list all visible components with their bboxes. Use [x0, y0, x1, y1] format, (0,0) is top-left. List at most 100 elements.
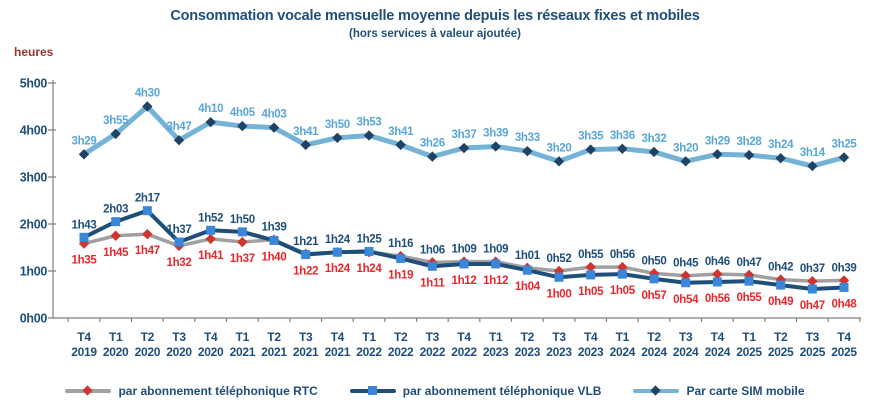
data-label-sim: 3h29 — [705, 135, 730, 147]
marker-square-vlb — [332, 247, 342, 257]
data-label-rtc: 1h24 — [325, 263, 351, 275]
legend-sample-rtc — [65, 385, 112, 396]
x-label-quarter: T4 — [204, 330, 218, 344]
data-label-rtc: 1h12 — [483, 275, 508, 287]
x-label-year: 2024 — [610, 345, 636, 359]
marker-diamond-sim — [173, 134, 185, 146]
data-label-sim: 3h26 — [420, 138, 445, 150]
marker-square-vlb — [459, 259, 469, 269]
x-label-year: 2020 — [198, 345, 224, 359]
marker-square-vlb — [269, 235, 279, 245]
marker-diamond-sim — [617, 143, 628, 154]
x-label-year: 2024 — [705, 345, 731, 359]
data-label-vlb: 0h42 — [768, 262, 793, 274]
x-label-year: 2025 — [800, 345, 826, 359]
x-label-quarter: T3 — [299, 330, 313, 344]
marker-diamond-rtc — [585, 261, 596, 273]
data-label-rtc: 1h47 — [135, 245, 160, 257]
legend-sample-vlb — [349, 386, 396, 396]
data-label-sim: 3h29 — [71, 135, 96, 147]
data-label-sim: 3h36 — [610, 130, 635, 142]
data-label-vlb: 1h06 — [420, 244, 445, 256]
marker-diamond-sim — [142, 101, 153, 112]
data-label-vlb: 0h52 — [546, 253, 571, 265]
data-label-rtc: 1h00 — [546, 288, 571, 300]
x-label-quarter: T3 — [806, 330, 820, 344]
data-label-vlb: 0h55 — [578, 249, 604, 261]
data-label-rtc: 0h48 — [832, 298, 858, 310]
data-label-sim: 4h05 — [230, 107, 256, 119]
legend-item-sim: Par carte SIM mobile — [633, 384, 805, 398]
data-label-vlb: 1h09 — [451, 244, 476, 256]
data-label-vlb: 2h17 — [135, 193, 160, 205]
data-label-rtc: 0h57 — [641, 290, 666, 302]
x-label-quarter: T2 — [647, 330, 661, 344]
chart-subtitle: (hors services à valeur ajoutée) — [349, 28, 521, 40]
x-label-year: 2023 — [546, 345, 572, 359]
data-label-rtc: 1h40 — [261, 251, 286, 263]
y-tick-label: 4h00 — [20, 124, 48, 138]
legend-item-rtc: par abonnement téléphonique RTC — [65, 384, 318, 398]
marker-square-vlb — [237, 227, 247, 237]
x-label-year: 2023 — [515, 345, 541, 359]
data-label-vlb: 2h03 — [103, 204, 128, 216]
marker-square-vlb — [522, 265, 532, 275]
data-label-rtc: 1h19 — [388, 269, 413, 281]
data-label-rtc: 1h45 — [103, 247, 129, 259]
marker-square-vlb — [174, 237, 184, 247]
x-label-year: 2022 — [388, 345, 414, 359]
x-label-quarter: T1 — [236, 330, 250, 344]
data-label-vlb: 0h56 — [610, 249, 635, 261]
marker-diamond-sim — [237, 120, 248, 132]
legend-sample-sim — [633, 385, 680, 396]
data-label-vlb: 1h37 — [166, 224, 191, 236]
x-label-quarter: T1 — [616, 330, 630, 344]
data-label-vlb: 1h43 — [71, 219, 96, 231]
marker-diamond-sim — [553, 156, 565, 167]
x-label-quarter: T1 — [109, 330, 123, 344]
x-label-quarter: T4 — [77, 330, 91, 344]
x-label-year: 2023 — [578, 345, 604, 359]
marker-square-vlb — [617, 269, 627, 279]
marker-diamond-sim — [807, 160, 818, 172]
data-label-sim: 3h14 — [800, 147, 826, 159]
x-label-quarter: T1 — [742, 330, 756, 344]
data-label-sim: 3h39 — [483, 127, 508, 139]
data-label-sim: 3h53 — [356, 116, 381, 128]
marker-square-vlb — [491, 259, 501, 269]
marker-square-vlb — [206, 225, 216, 235]
marker-diamond-sim — [743, 149, 755, 161]
marker-diamond-sim — [300, 139, 311, 151]
x-label-year: 2021 — [325, 345, 351, 359]
data-label-vlb: 0h45 — [673, 258, 699, 270]
marker-square-vlb — [681, 278, 691, 288]
marker-diamond-rtc — [142, 228, 153, 240]
marker-square-vlb — [79, 232, 89, 242]
data-label-sim: 3h20 — [546, 142, 571, 154]
data-label-sim: 3h24 — [768, 139, 794, 151]
x-label-quarter: T2 — [267, 330, 281, 344]
data-label-sim: 3h33 — [515, 132, 540, 144]
x-label-quarter: T2 — [521, 330, 535, 344]
marker-square-vlb — [776, 280, 786, 290]
marker-diamond-sim — [110, 128, 121, 140]
marker-square-vlb — [712, 277, 722, 287]
x-label-year: 2021 — [293, 345, 319, 359]
x-label-quarter: T2 — [774, 330, 788, 344]
marker-diamond-rtc — [712, 268, 723, 280]
marker-square-vlb — [301, 250, 311, 260]
marker-square-vlb — [807, 284, 817, 294]
marker-square-vlb — [364, 246, 374, 256]
data-label-vlb: 0h37 — [800, 263, 825, 275]
data-label-rtc: 0h49 — [768, 296, 793, 308]
data-label-rtc: 1h32 — [166, 257, 191, 269]
x-label-quarter: T3 — [172, 330, 186, 344]
y-axis-unit-label: heures — [14, 45, 54, 59]
data-label-sim: 4h30 — [135, 88, 160, 100]
data-label-sim: 3h37 — [451, 129, 476, 141]
data-label-vlb: 1h24 — [325, 234, 351, 246]
x-label-quarter: T2 — [141, 330, 155, 344]
marker-diamond-sim — [395, 139, 406, 151]
x-label-year: 2022 — [356, 345, 382, 359]
